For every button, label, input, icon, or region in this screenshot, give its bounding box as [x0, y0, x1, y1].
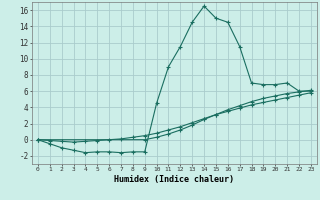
X-axis label: Humidex (Indice chaleur): Humidex (Indice chaleur): [115, 175, 234, 184]
